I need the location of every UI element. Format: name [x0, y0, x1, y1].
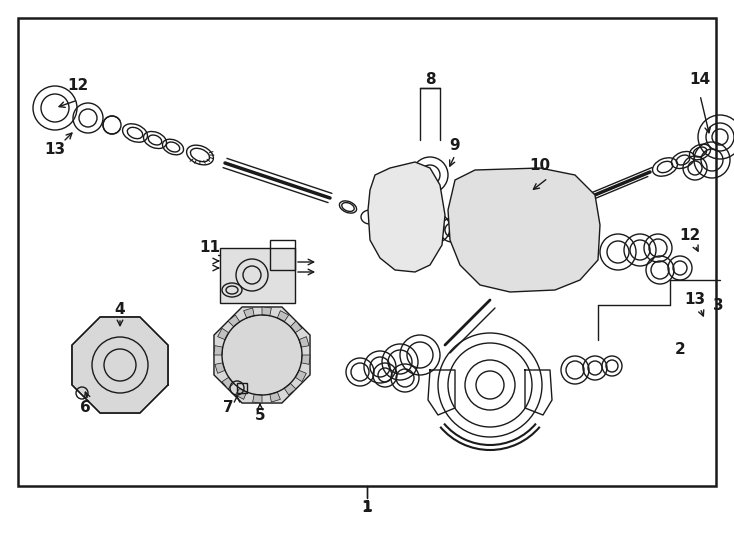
Polygon shape — [290, 321, 302, 333]
Polygon shape — [448, 168, 600, 292]
Polygon shape — [262, 307, 272, 316]
Polygon shape — [228, 315, 240, 327]
Polygon shape — [277, 310, 288, 322]
Polygon shape — [214, 346, 222, 355]
Polygon shape — [236, 388, 247, 400]
Text: 1: 1 — [362, 500, 372, 514]
Text: 13: 13 — [684, 293, 705, 307]
Bar — [220, 248, 295, 303]
Polygon shape — [301, 355, 310, 365]
Text: 2: 2 — [675, 342, 686, 357]
Text: 4: 4 — [115, 302, 126, 318]
Polygon shape — [215, 363, 225, 373]
Text: 14: 14 — [689, 72, 711, 87]
Text: 3: 3 — [713, 298, 723, 313]
Polygon shape — [252, 394, 262, 403]
Text: 11: 11 — [200, 240, 220, 255]
Bar — [18, 18, 716, 486]
Polygon shape — [214, 307, 310, 403]
Text: 6: 6 — [79, 401, 90, 415]
Polygon shape — [299, 336, 309, 347]
Polygon shape — [218, 328, 229, 340]
Polygon shape — [270, 392, 280, 402]
Polygon shape — [222, 377, 233, 389]
Text: 1: 1 — [362, 500, 372, 515]
Bar — [237, 383, 247, 393]
Polygon shape — [244, 308, 254, 318]
Text: 12: 12 — [68, 78, 89, 92]
Text: 12: 12 — [680, 227, 701, 242]
Text: 7: 7 — [222, 401, 233, 415]
Text: 8: 8 — [425, 72, 435, 87]
Polygon shape — [72, 317, 168, 413]
Polygon shape — [368, 162, 445, 272]
Polygon shape — [284, 383, 296, 395]
Text: 13: 13 — [45, 143, 65, 158]
Text: 5: 5 — [255, 408, 265, 422]
Text: 10: 10 — [529, 158, 550, 172]
Bar — [270, 240, 295, 270]
Text: 9: 9 — [450, 138, 460, 152]
Polygon shape — [295, 370, 306, 382]
